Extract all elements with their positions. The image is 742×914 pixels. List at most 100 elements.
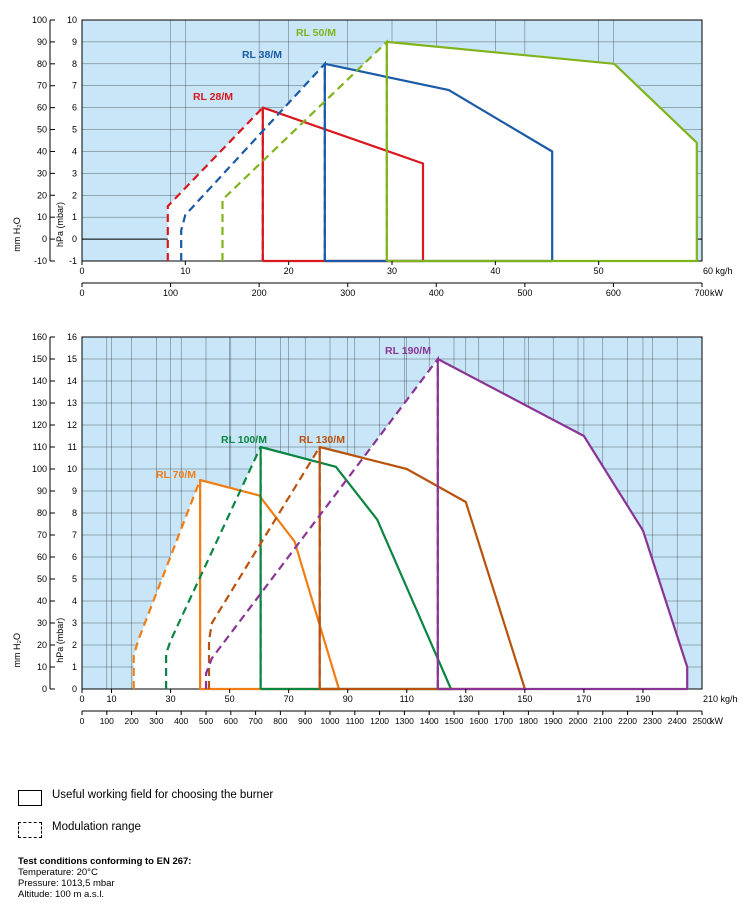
- mm-tick-label: 140: [32, 376, 47, 386]
- kg-tick-label: 150: [517, 694, 532, 704]
- series-label: RL 130/M: [299, 434, 345, 446]
- legend-working-label: Useful working field for choosing the bu…: [52, 789, 274, 801]
- working-field-fill: [437, 359, 688, 689]
- hpa-tick-label: 12: [67, 420, 77, 430]
- kw-tick-label: 900: [298, 716, 312, 726]
- kw-tick-label: 0: [79, 288, 84, 298]
- modulation-line: [204, 355, 439, 689]
- hpa-tick-label: 14: [67, 376, 77, 386]
- kw-tick-label: 0: [80, 716, 85, 726]
- hpa-tick-label: 0: [72, 234, 77, 244]
- mm-tick-label: 10: [37, 212, 47, 222]
- kw-tick-label: 2400: [668, 716, 687, 726]
- mm-tick-label: 0: [42, 684, 47, 694]
- kw-tick-label: 1100: [346, 716, 365, 726]
- hpa-tick-label: 4: [72, 146, 77, 156]
- modulation-line: [221, 39, 388, 261]
- mm-tick-label: 130: [32, 398, 47, 408]
- kw-tick-label: 700: [694, 288, 709, 298]
- conditions-altitude: Altitude: 100 m a.s.l.: [18, 889, 105, 900]
- kw-tick-label: 500: [199, 716, 213, 726]
- kw-tick-label: 2000: [569, 716, 588, 726]
- conditions-title: Test conditions conforming to EN 267:: [18, 856, 192, 867]
- kg-tick-label: 70: [284, 694, 294, 704]
- kw-tick-label: 200: [252, 288, 267, 298]
- hpa-tick-label: 9: [72, 486, 77, 496]
- solid-box-icon: [18, 790, 42, 806]
- working-line: [436, 357, 689, 691]
- kw-tick-label: 100: [100, 716, 114, 726]
- y-right-title: hPa (mbar): [55, 618, 65, 663]
- mm-tick-label: 20: [37, 640, 47, 650]
- mm-tick-label: 20: [37, 190, 47, 200]
- mm-tick-label: 100: [32, 15, 47, 25]
- hpa-tick-label: 9: [72, 37, 77, 47]
- working-line: [385, 40, 698, 263]
- hpa-tick-label: 15: [67, 354, 77, 364]
- hpa-tick-label: 7: [72, 81, 77, 91]
- hpa-tick-label: 6: [72, 103, 77, 113]
- hpa-tick-label: 5: [72, 125, 77, 135]
- kw-tick-label: 600: [606, 288, 621, 298]
- kw-tick-label: 2100: [593, 716, 612, 726]
- kg-unit-label: 210 kg/h: [703, 694, 738, 704]
- kw-tick-label: 500: [517, 288, 532, 298]
- hpa-tick-label: 16: [67, 332, 77, 342]
- hpa-tick-label: 2: [72, 190, 77, 200]
- series-label: RL 38/M: [242, 49, 282, 61]
- mm-tick-label: 110: [33, 442, 47, 452]
- series-label: RL 50/M: [296, 27, 336, 39]
- kg-tick-label: 90: [343, 694, 353, 704]
- modulation-line: [166, 104, 264, 261]
- mm-tick-label: 70: [37, 530, 47, 540]
- kg-tick-label: 50: [594, 266, 604, 276]
- kw-tick-label: 600: [224, 716, 238, 726]
- series-label: RL 28/M: [193, 91, 233, 103]
- mm-tick-label: -10: [34, 256, 47, 266]
- mm-tick-label: 120: [32, 420, 47, 430]
- kw-tick-label: 1300: [395, 716, 414, 726]
- hpa-tick-label: 6: [72, 552, 77, 562]
- dashed-box-icon: [18, 822, 42, 838]
- hpa-tick-label: 8: [72, 508, 77, 518]
- hpa-tick-label: 1: [72, 212, 77, 222]
- chart-1: RL 28/MRL 38/MRL 50/M-100102030405060708…: [12, 15, 733, 298]
- kg-tick-label: 10: [180, 266, 190, 276]
- hpa-tick-label: 11: [68, 442, 77, 452]
- kw-tick-label: 2300: [643, 716, 662, 726]
- kg-tick-label: 170: [576, 694, 591, 704]
- y-left-title: mm H₂O: [12, 217, 22, 252]
- hpa-tick-label: 2: [72, 640, 77, 650]
- kw-tick-label: 800: [273, 716, 287, 726]
- mm-tick-label: 50: [37, 574, 47, 584]
- mm-tick-label: 100: [32, 464, 47, 474]
- y-left-title: mm H₂O: [12, 633, 22, 668]
- mm-tick-label: 0: [42, 234, 47, 244]
- kw-tick-label: 400: [429, 288, 444, 298]
- mm-tick-label: 150: [32, 354, 47, 364]
- kw-tick-label: 1200: [370, 716, 389, 726]
- working-field-fill: [386, 41, 697, 262]
- kw-unit-label: kW: [710, 288, 724, 298]
- mm-tick-label: 30: [37, 618, 47, 628]
- hpa-tick-label: 10: [67, 464, 77, 474]
- mm-tick-label: 80: [37, 508, 47, 518]
- kg-tick-label: 20: [284, 266, 294, 276]
- hpa-tick-label: 4: [72, 596, 77, 606]
- hpa-tick-label: 5: [72, 574, 77, 584]
- kg-tick-label: 10: [107, 694, 117, 704]
- kw-tick-label: 1000: [321, 716, 340, 726]
- hpa-tick-label: 8: [72, 59, 77, 69]
- conditions-pressure: Pressure: 1013,5 mbar: [18, 878, 115, 889]
- kw-unit-label: kW: [710, 716, 724, 726]
- series-label: RL 100/M: [221, 434, 267, 446]
- kg-tick-label: 30: [166, 694, 176, 704]
- burner-charts: RL 28/MRL 38/MRL 50/M-100102030405060708…: [12, 15, 738, 726]
- hpa-tick-label: 7: [72, 530, 77, 540]
- hpa-tick-label: 1: [72, 662, 77, 672]
- mm-tick-label: 90: [37, 37, 47, 47]
- kw-tick-label: 1600: [469, 716, 488, 726]
- y-right-title: hPa (mbar): [55, 202, 65, 247]
- kw-tick-label: 1800: [519, 716, 538, 726]
- kw-tick-label: 1500: [445, 716, 464, 726]
